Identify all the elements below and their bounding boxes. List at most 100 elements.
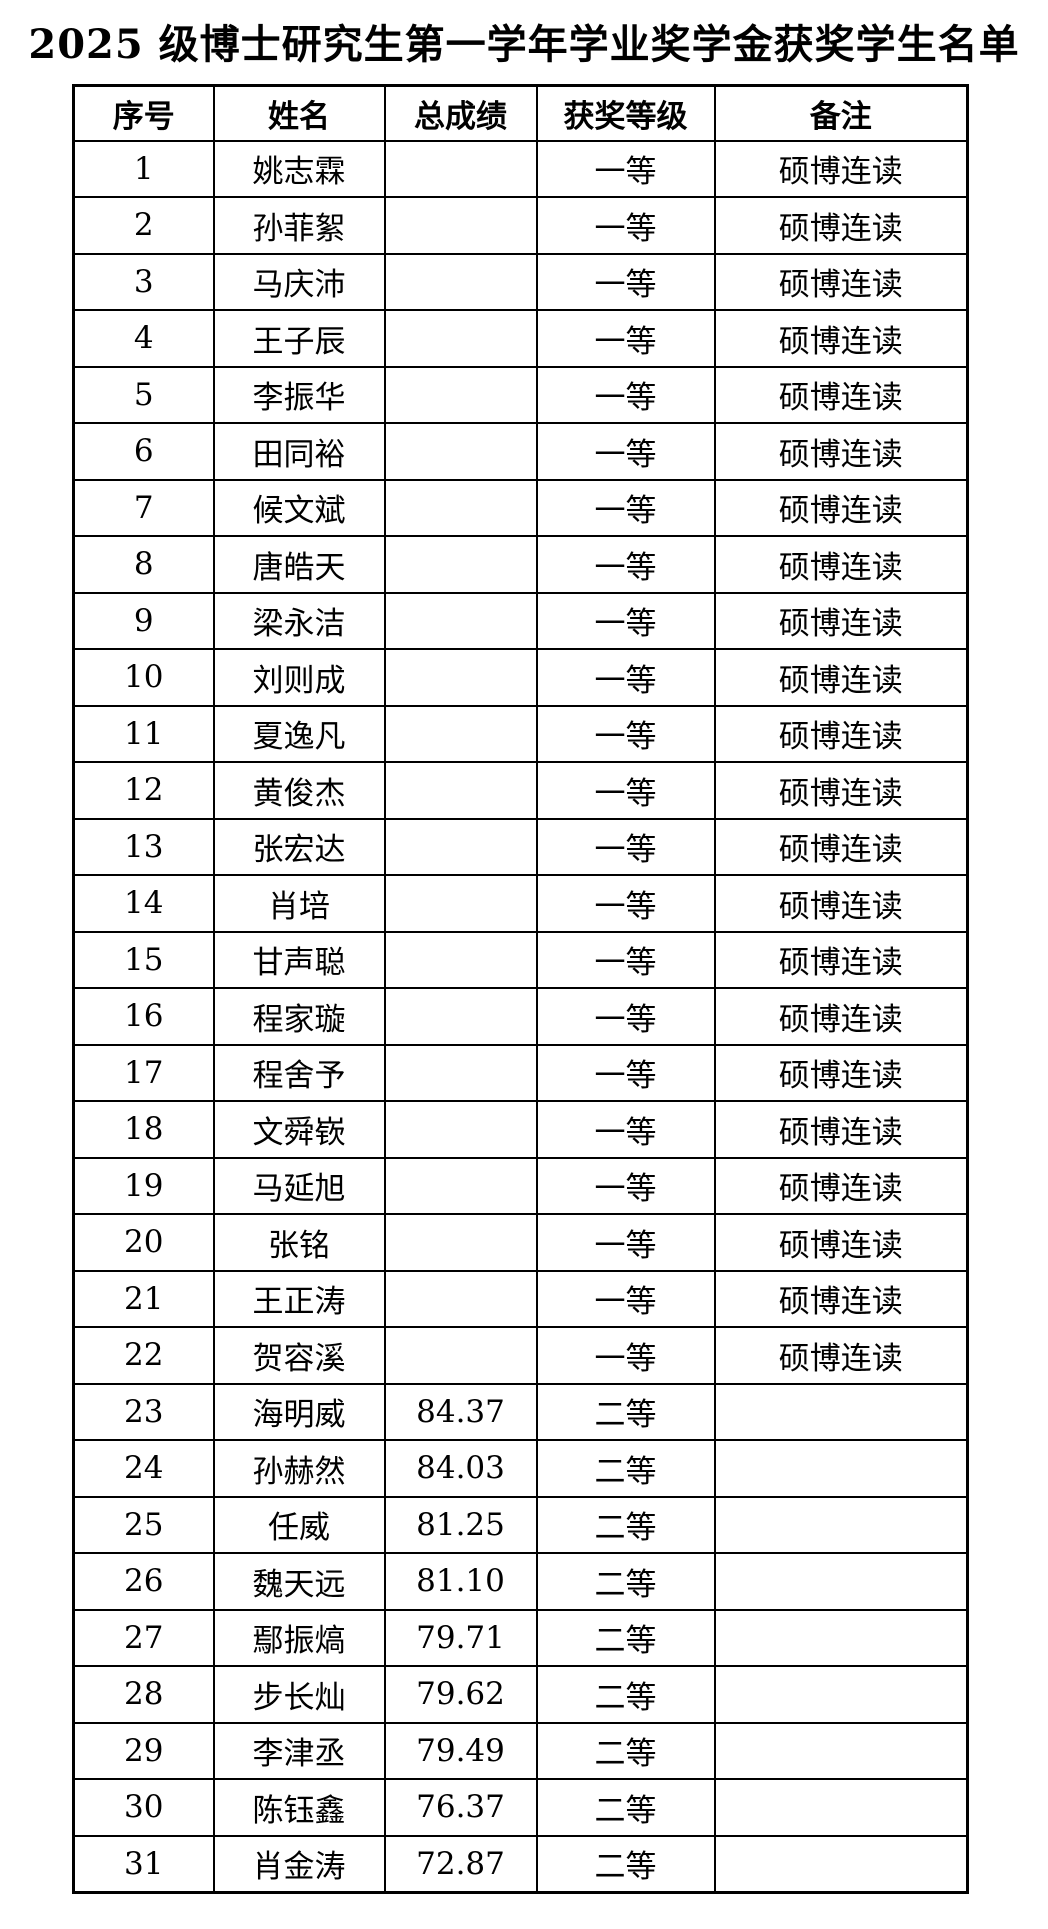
cell-index: 6 <box>72 422 215 481</box>
cell-index: 13 <box>72 817 215 876</box>
cell-level: 二等 <box>535 1721 716 1780</box>
column-header-level: 获奖等级 <box>535 84 716 142</box>
cell-index: 3 <box>72 252 215 311</box>
cell-name: 黄俊杰 <box>212 761 386 820</box>
cell-name: 马延旭 <box>212 1156 386 1215</box>
cell-name: 步长灿 <box>212 1665 386 1724</box>
table-row: 21 王正涛 一等 硕博连读 <box>72 1269 969 1328</box>
table-row: 30 陈钰鑫 76.37 二等 <box>72 1778 969 1837</box>
cell-level: 一等 <box>535 422 716 481</box>
cell-remark <box>713 1608 969 1667</box>
cell-name: 梁永洁 <box>212 591 386 650</box>
cell-index: 7 <box>72 478 215 537</box>
table-row: 2 孙菲絮 一等 硕博连读 <box>72 196 969 255</box>
cell-level: 一等 <box>535 309 716 368</box>
cell-level: 一等 <box>535 196 716 255</box>
table-row: 23 海明威 84.37 二等 <box>72 1382 969 1441</box>
cell-name: 肖培 <box>212 874 386 933</box>
cell-index: 17 <box>72 1043 215 1102</box>
cell-score <box>383 761 538 820</box>
cell-level: 二等 <box>535 1439 716 1498</box>
cell-score <box>383 591 538 650</box>
cell-level: 一等 <box>535 930 716 989</box>
cell-remark: 硕博连读 <box>713 817 969 876</box>
cell-score <box>383 817 538 876</box>
cell-name: 王正涛 <box>212 1269 386 1328</box>
cell-name: 田同裕 <box>212 422 386 481</box>
cell-name: 王子辰 <box>212 309 386 368</box>
cell-level: 一等 <box>535 1326 716 1385</box>
cell-remark: 硕博连读 <box>713 252 969 311</box>
cell-name: 张宏达 <box>212 817 386 876</box>
cell-level: 二等 <box>535 1665 716 1724</box>
cell-index: 28 <box>72 1665 215 1724</box>
cell-level: 一等 <box>535 1043 716 1102</box>
cell-remark: 硕博连读 <box>713 1269 969 1328</box>
cell-remark <box>713 1778 969 1837</box>
table-row: 10 刘则成 一等 硕博连读 <box>72 648 969 707</box>
cell-score <box>383 478 538 537</box>
column-header-name: 姓名 <box>212 84 386 142</box>
cell-index: 31 <box>72 1834 215 1893</box>
cell-remark: 硕博连读 <box>713 761 969 820</box>
cell-remark <box>713 1495 969 1554</box>
cell-index: 21 <box>72 1269 215 1328</box>
column-header-index: 序号 <box>72 84 215 142</box>
cell-name: 张铭 <box>212 1213 386 1272</box>
cell-index: 25 <box>72 1495 215 1554</box>
cell-score: 84.37 <box>383 1382 538 1441</box>
cell-level: 二等 <box>535 1608 716 1667</box>
table-row: 29 李津丞 79.49 二等 <box>72 1721 969 1780</box>
table-row: 12 黄俊杰 一等 硕博连读 <box>72 761 969 820</box>
cell-index: 15 <box>72 930 215 989</box>
cell-index: 26 <box>72 1552 215 1611</box>
cell-name: 马庆沛 <box>212 252 386 311</box>
cell-level: 二等 <box>535 1834 716 1893</box>
table-row: 6 田同裕 一等 硕博连读 <box>72 422 969 481</box>
table-row: 20 张铭 一等 硕博连读 <box>72 1213 969 1272</box>
table-row: 4 王子辰 一等 硕博连读 <box>72 309 969 368</box>
table-row: 8 唐皓天 一等 硕博连读 <box>72 535 969 594</box>
cell-remark: 硕博连读 <box>713 874 969 933</box>
cell-score <box>383 309 538 368</box>
cell-score <box>383 535 538 594</box>
cell-remark <box>713 1834 969 1893</box>
cell-remark: 硕博连读 <box>713 591 969 650</box>
page-title: 2025 级博士研究生第一学年学业奖学金获奖学生名单 <box>28 21 1020 68</box>
cell-remark: 硕博连读 <box>713 535 969 594</box>
cell-remark: 硕博连读 <box>713 987 969 1046</box>
table-row: 7 候文斌 一等 硕博连读 <box>72 478 969 537</box>
cell-level: 一等 <box>535 704 716 763</box>
cell-score: 72.87 <box>383 1834 538 1893</box>
cell-level: 一等 <box>535 591 716 650</box>
cell-remark: 硕博连读 <box>713 196 969 255</box>
cell-remark: 硕博连读 <box>713 478 969 537</box>
cell-remark <box>713 1552 969 1611</box>
cell-score: 84.03 <box>383 1439 538 1498</box>
table-row: 9 梁永洁 一等 硕博连读 <box>72 591 969 650</box>
table-row: 27 鄢振熇 79.71 二等 <box>72 1608 969 1667</box>
table-row: 17 程舍予 一等 硕博连读 <box>72 1043 969 1102</box>
cell-index: 16 <box>72 987 215 1046</box>
cell-index: 8 <box>72 535 215 594</box>
cell-index: 22 <box>72 1326 215 1385</box>
cell-remark <box>713 1439 969 1498</box>
cell-score: 76.37 <box>383 1778 538 1837</box>
table-row: 11 夏逸凡 一等 硕博连读 <box>72 704 969 763</box>
cell-name: 程家璇 <box>212 987 386 1046</box>
table-row: 5 李振华 一等 硕博连读 <box>72 365 969 424</box>
cell-name: 任威 <box>212 1495 386 1554</box>
cell-remark: 硕博连读 <box>713 1156 969 1215</box>
cell-index: 24 <box>72 1439 215 1498</box>
cell-name: 甘声聪 <box>212 930 386 989</box>
cell-remark: 硕博连读 <box>713 422 969 481</box>
cell-score: 81.10 <box>383 1552 538 1611</box>
cell-remark: 硕博连读 <box>713 1326 969 1385</box>
cell-name: 刘则成 <box>212 648 386 707</box>
cell-name: 姚志霖 <box>212 139 386 198</box>
cell-score <box>383 1326 538 1385</box>
cell-level: 一等 <box>535 478 716 537</box>
cell-remark: 硕博连读 <box>713 139 969 198</box>
table-row: 25 任威 81.25 二等 <box>72 1495 969 1554</box>
